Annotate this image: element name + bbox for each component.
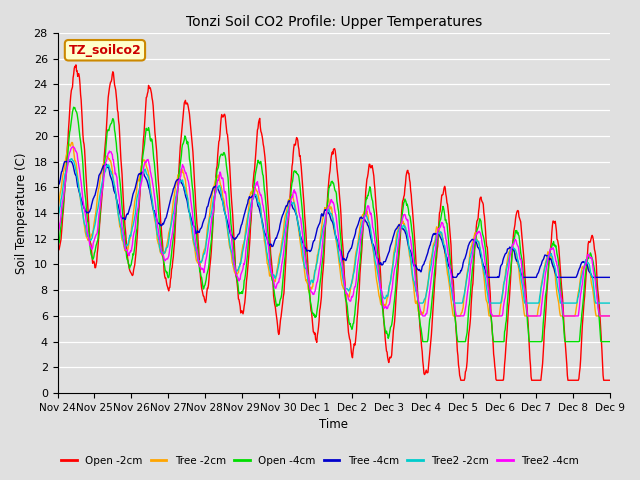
- Title: Tonzi Soil CO2 Profile: Upper Temperatures: Tonzi Soil CO2 Profile: Upper Temperatur…: [186, 15, 482, 29]
- Text: TZ_soilco2: TZ_soilco2: [68, 44, 141, 57]
- X-axis label: Time: Time: [319, 419, 348, 432]
- Legend: Open -2cm, Tree -2cm, Open -4cm, Tree -4cm, Tree2 -2cm, Tree2 -4cm: Open -2cm, Tree -2cm, Open -4cm, Tree -4…: [57, 452, 583, 470]
- Y-axis label: Soil Temperature (C): Soil Temperature (C): [15, 152, 28, 274]
